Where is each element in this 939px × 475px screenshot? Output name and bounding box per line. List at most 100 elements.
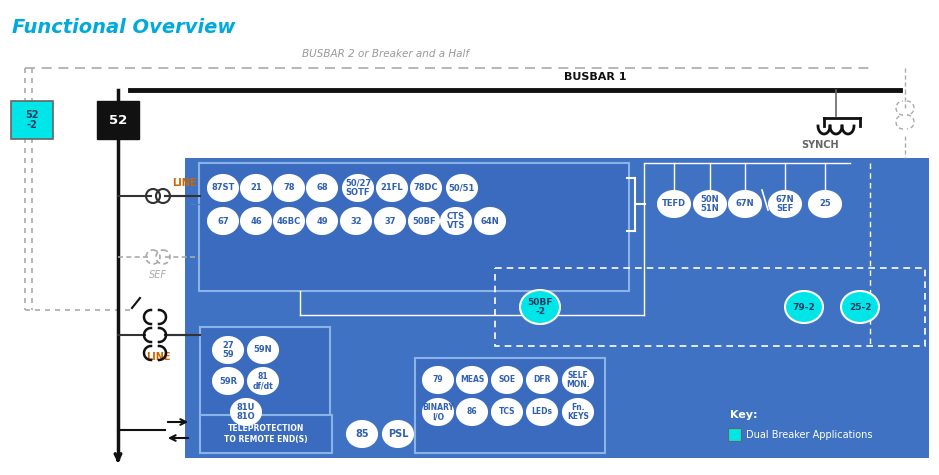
Ellipse shape: [213, 337, 243, 363]
Ellipse shape: [375, 208, 405, 234]
Text: 87ST: 87ST: [211, 183, 235, 192]
Ellipse shape: [241, 208, 271, 234]
Text: 50N
51N: 50N 51N: [700, 195, 719, 213]
Ellipse shape: [208, 208, 238, 234]
Ellipse shape: [208, 175, 238, 201]
Text: 52: 52: [109, 114, 127, 126]
FancyBboxPatch shape: [199, 163, 629, 291]
Text: 32: 32: [350, 217, 362, 226]
Ellipse shape: [527, 367, 557, 393]
Text: 64N: 64N: [481, 217, 500, 226]
Ellipse shape: [274, 208, 304, 234]
Text: TELEPROTECTION
TO REMOTE END(S): TELEPROTECTION TO REMOTE END(S): [224, 424, 308, 444]
Text: 78DC: 78DC: [414, 183, 439, 192]
Text: 25-2: 25-2: [849, 303, 871, 312]
Ellipse shape: [447, 175, 477, 201]
Text: 81
df/dt: 81 df/dt: [253, 371, 273, 390]
Ellipse shape: [527, 399, 557, 425]
Ellipse shape: [769, 191, 801, 217]
Ellipse shape: [383, 421, 413, 447]
Text: CTS
VTS: CTS VTS: [447, 212, 465, 230]
Text: SELF
MON.: SELF MON.: [566, 370, 590, 389]
Text: 67N: 67N: [735, 200, 754, 209]
Ellipse shape: [423, 399, 453, 425]
Ellipse shape: [307, 208, 337, 234]
Text: TCS: TCS: [499, 408, 516, 417]
Ellipse shape: [457, 399, 487, 425]
Ellipse shape: [457, 367, 487, 393]
Ellipse shape: [841, 291, 879, 323]
Ellipse shape: [347, 421, 377, 447]
Text: MEAS: MEAS: [460, 376, 485, 384]
Ellipse shape: [492, 367, 522, 393]
Text: 79: 79: [433, 376, 443, 384]
Text: BUSBAR 2 or Breaker and a Half: BUSBAR 2 or Breaker and a Half: [301, 49, 469, 59]
Text: Fn.
KEYS: Fn. KEYS: [567, 403, 589, 421]
Text: SEF: SEF: [149, 270, 167, 280]
Text: 49: 49: [316, 217, 328, 226]
Text: 59R: 59R: [219, 377, 237, 386]
FancyBboxPatch shape: [11, 101, 53, 139]
Ellipse shape: [520, 290, 560, 324]
Text: LEDs: LEDs: [531, 408, 552, 417]
FancyBboxPatch shape: [97, 101, 139, 139]
Text: 79-2: 79-2: [793, 303, 815, 312]
Text: BUSBAR 1: BUSBAR 1: [563, 72, 626, 82]
FancyBboxPatch shape: [415, 358, 605, 453]
Ellipse shape: [248, 368, 278, 394]
Text: 46: 46: [250, 217, 262, 226]
Ellipse shape: [377, 175, 407, 201]
Text: 86: 86: [467, 408, 477, 417]
Text: LINE: LINE: [146, 352, 170, 362]
Text: 59N: 59N: [254, 345, 272, 354]
FancyBboxPatch shape: [200, 415, 332, 453]
Text: SOE: SOE: [499, 376, 516, 384]
Text: BINARY
I/O: BINARY I/O: [422, 403, 454, 421]
Text: 37: 37: [384, 217, 395, 226]
Ellipse shape: [248, 337, 278, 363]
Ellipse shape: [563, 399, 593, 425]
Ellipse shape: [563, 367, 593, 393]
Text: LINE: LINE: [172, 178, 196, 188]
Text: 67N
SEF: 67N SEF: [776, 195, 794, 213]
Ellipse shape: [343, 175, 373, 201]
Text: PSL: PSL: [388, 429, 408, 439]
Ellipse shape: [411, 175, 441, 201]
Ellipse shape: [658, 191, 690, 217]
Bar: [728, 428, 741, 441]
Ellipse shape: [231, 399, 261, 425]
Ellipse shape: [694, 191, 726, 217]
Text: 25: 25: [819, 200, 831, 209]
Text: 21FL: 21FL: [380, 183, 404, 192]
Text: TEFD: TEFD: [662, 200, 686, 209]
FancyBboxPatch shape: [200, 327, 330, 439]
Text: 78: 78: [284, 183, 295, 192]
Ellipse shape: [423, 367, 453, 393]
Text: 21: 21: [250, 183, 262, 192]
Ellipse shape: [307, 175, 337, 201]
Text: Key:: Key:: [730, 410, 758, 420]
Ellipse shape: [441, 208, 471, 234]
Text: 50/51: 50/51: [449, 183, 475, 192]
Text: 27
59: 27 59: [223, 341, 234, 360]
Ellipse shape: [729, 191, 761, 217]
Text: 52
-2: 52 -2: [25, 110, 38, 131]
Ellipse shape: [274, 175, 304, 201]
Text: Functional Overview: Functional Overview: [12, 18, 236, 37]
Ellipse shape: [409, 208, 439, 234]
Text: 68: 68: [316, 183, 328, 192]
Ellipse shape: [241, 175, 271, 201]
Ellipse shape: [492, 399, 522, 425]
Text: 50BF
-2: 50BF -2: [528, 298, 553, 316]
Text: 46BC: 46BC: [277, 217, 301, 226]
Ellipse shape: [809, 191, 841, 217]
Ellipse shape: [475, 208, 505, 234]
Text: DFR: DFR: [533, 376, 551, 384]
Ellipse shape: [785, 291, 823, 323]
Text: 50BF: 50BF: [412, 217, 436, 226]
Ellipse shape: [341, 208, 371, 234]
Text: 85: 85: [355, 429, 369, 439]
FancyBboxPatch shape: [185, 158, 929, 458]
Text: 81U
81O: 81U 81O: [237, 403, 255, 421]
Text: 67: 67: [217, 217, 229, 226]
